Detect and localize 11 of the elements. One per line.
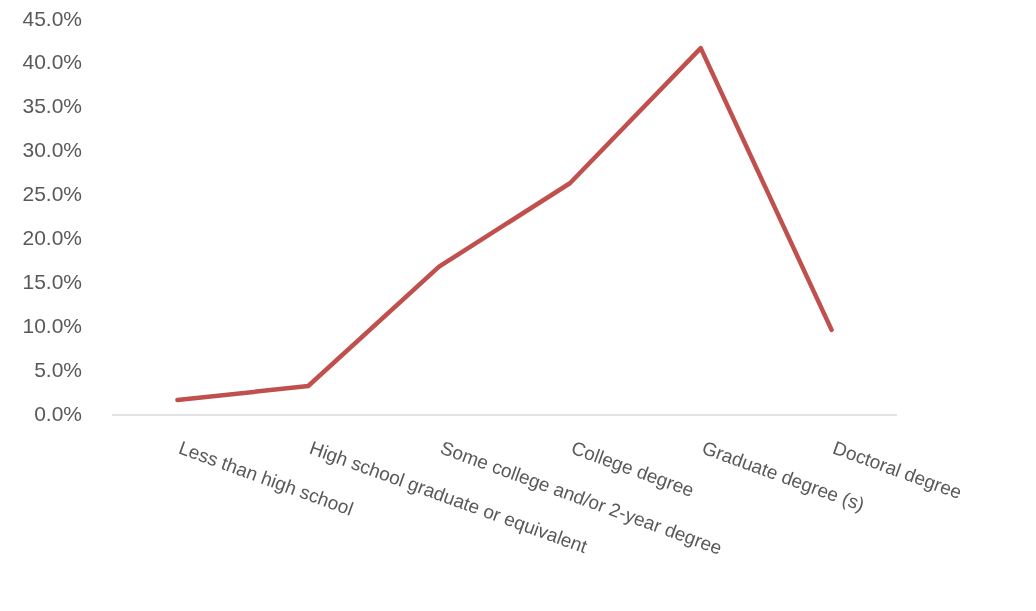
y-tick-label: 35.0%: [22, 94, 82, 118]
y-tick-label: 15.0%: [22, 269, 82, 293]
y-tick-label: 45.0%: [22, 6, 82, 30]
y-tick-label: 0.0%: [34, 401, 82, 425]
y-tick-label: 30.0%: [22, 138, 82, 162]
y-tick-label: 40.0%: [22, 50, 82, 74]
y-tick-label: 25.0%: [22, 182, 82, 206]
y-tick-label: 20.0%: [22, 225, 82, 249]
y-tick-label: 10.0%: [22, 313, 82, 337]
y-tick-label: 5.0%: [34, 357, 82, 381]
line-series: [175, 45, 834, 403]
